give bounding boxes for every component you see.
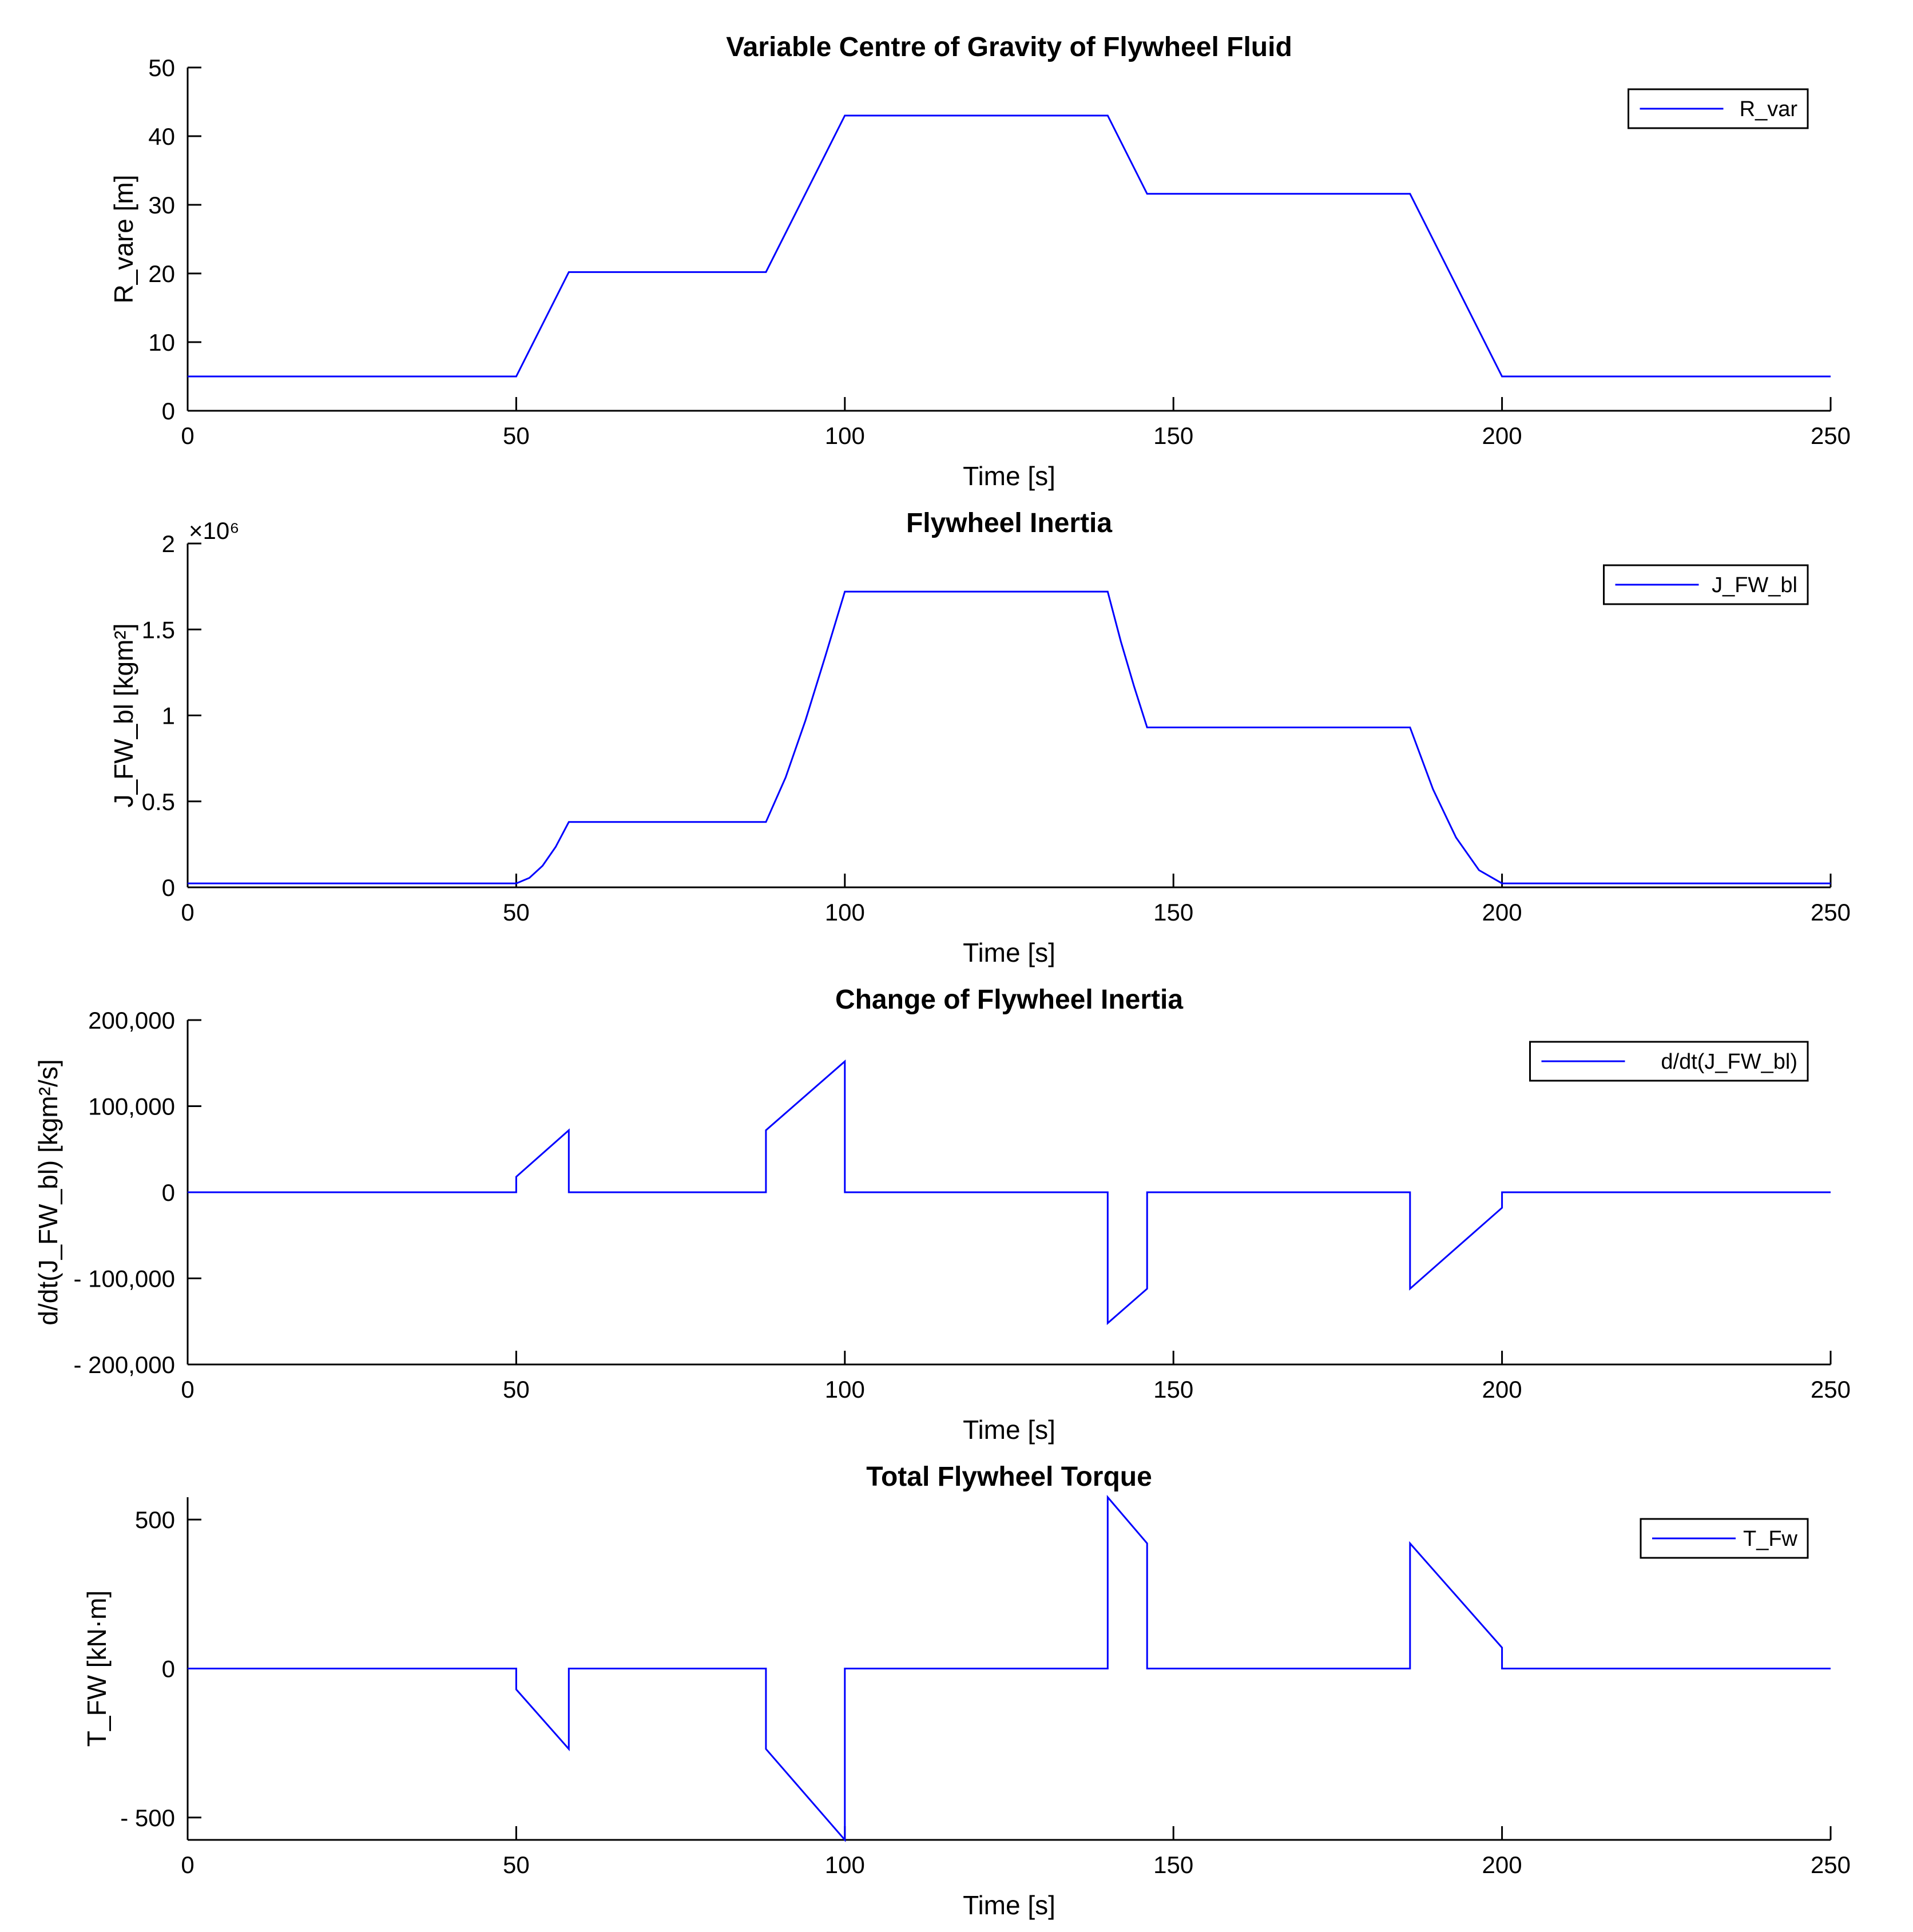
y-axis-label: R_vare [m]	[109, 175, 138, 304]
x-axis-label: Time [s]	[963, 1890, 1055, 1920]
y-tick-label: 1	[162, 703, 175, 729]
chart-title: Change of Flywheel Inertia	[835, 985, 1183, 1015]
y-tick-label: 0.5	[142, 788, 175, 815]
series-line-d-dt-j-fw-bl-	[188, 1059, 1831, 1326]
x-tick-label: 150	[1153, 1376, 1193, 1403]
x-tick-label: 0	[181, 1376, 194, 1403]
chart-panel-3: Change of Flywheel Inertia 0 50 100 150 200 25…	[33, 985, 1851, 1445]
x-tick-label: 0	[181, 899, 194, 926]
x-tick-label: 250	[1811, 1376, 1851, 1403]
y-tick-label: 2	[162, 530, 175, 557]
chart-panel-2: Flywheel Inertia 0 50 100 150 200 250 0 0.5 1 1.5 2…	[109, 508, 1851, 967]
y-tick-label: 0	[162, 874, 175, 901]
series-line-t-fw	[188, 1494, 1831, 1843]
y-tick-label: 500	[135, 1506, 175, 1533]
x-tick-label: 200	[1482, 899, 1522, 926]
x-tick-label: 50	[503, 1851, 530, 1878]
x-tick-label: 200	[1482, 1376, 1522, 1403]
x-tick-label: 100	[825, 1376, 865, 1403]
y-tick-label: 10	[148, 329, 175, 356]
chart-title: Flywheel Inertia	[906, 508, 1112, 538]
legend-label: T_Fw	[1743, 1527, 1798, 1551]
x-tick-label: 100	[825, 422, 865, 449]
legend: J_FW_bl	[1603, 564, 1809, 605]
y-tick-label: 0	[162, 1656, 175, 1683]
x-tick-label: 100	[825, 1851, 865, 1878]
y-tick-label: - 500	[120, 1804, 175, 1831]
legend-label: d/dt(J_FW_bl)	[1661, 1050, 1797, 1074]
y-tick-label: 200,000	[88, 1007, 175, 1034]
y-tick-label: 40	[148, 123, 175, 150]
x-tick-label: 50	[503, 422, 530, 449]
y-tick-label: 30	[148, 192, 175, 219]
legend-label: J_FW_bl	[1712, 573, 1797, 597]
x-tick-label: 200	[1482, 422, 1522, 449]
x-tick-label: 250	[1811, 422, 1851, 449]
x-tick-label: 250	[1811, 1851, 1851, 1878]
y-tick-label: 0	[162, 1179, 175, 1206]
chart-panel-1: Variable Centre of Gravity of Flywheel F…	[109, 32, 1851, 491]
legend: d/dt(J_FW_bl)	[1529, 1041, 1809, 1082]
y-axis-label: J_FW_bl [kgm²]	[109, 623, 138, 807]
x-tick-label: 150	[1153, 899, 1193, 926]
chart-title: Variable Centre of Gravity of Flywheel F…	[726, 32, 1292, 62]
x-axis-label: Time [s]	[963, 938, 1055, 967]
y-exponent-label: ×10⁶	[189, 517, 240, 544]
y-tick-label: - 100,000	[74, 1265, 175, 1292]
chart-title: Total Flywheel Torque	[866, 1462, 1152, 1492]
x-tick-label: 50	[503, 1376, 530, 1403]
y-axis-label: T_FW [kN·m]	[82, 1590, 112, 1747]
x-tick-label: 50	[503, 899, 530, 926]
legend-label: R_var	[1740, 97, 1798, 121]
y-tick-label: 20	[148, 260, 175, 287]
x-axis-label: Time [s]	[963, 461, 1055, 491]
y-axis-label: d/dt(J_FW_bl) [kgm²/s]	[33, 1059, 63, 1325]
y-tick-label: - 200,000	[74, 1351, 175, 1378]
legend: R_var	[1628, 88, 1809, 129]
chart-panel-4: Total Flywheel Torque 0 50 100 150 200 250 - 50…	[82, 1462, 1851, 1920]
y-tick-label: 0	[162, 398, 175, 425]
x-tick-label: 150	[1153, 1851, 1193, 1878]
x-tick-label: 250	[1811, 899, 1851, 926]
x-tick-label: 100	[825, 899, 865, 926]
y-tick-label: 100,000	[88, 1093, 175, 1120]
x-tick-label: 200	[1482, 1851, 1522, 1878]
y-tick-label: 50	[148, 54, 175, 81]
legend: T_Fw	[1640, 1518, 1809, 1559]
x-tick-label: 0	[181, 1851, 194, 1878]
x-axis-label: Time [s]	[963, 1415, 1055, 1445]
x-tick-label: 150	[1153, 422, 1193, 449]
series-line-j-fw-bl	[188, 590, 1831, 884]
y-tick-label: 1.5	[142, 616, 175, 643]
x-tick-label: 0	[181, 422, 194, 449]
series-line-r-var	[188, 114, 1831, 378]
